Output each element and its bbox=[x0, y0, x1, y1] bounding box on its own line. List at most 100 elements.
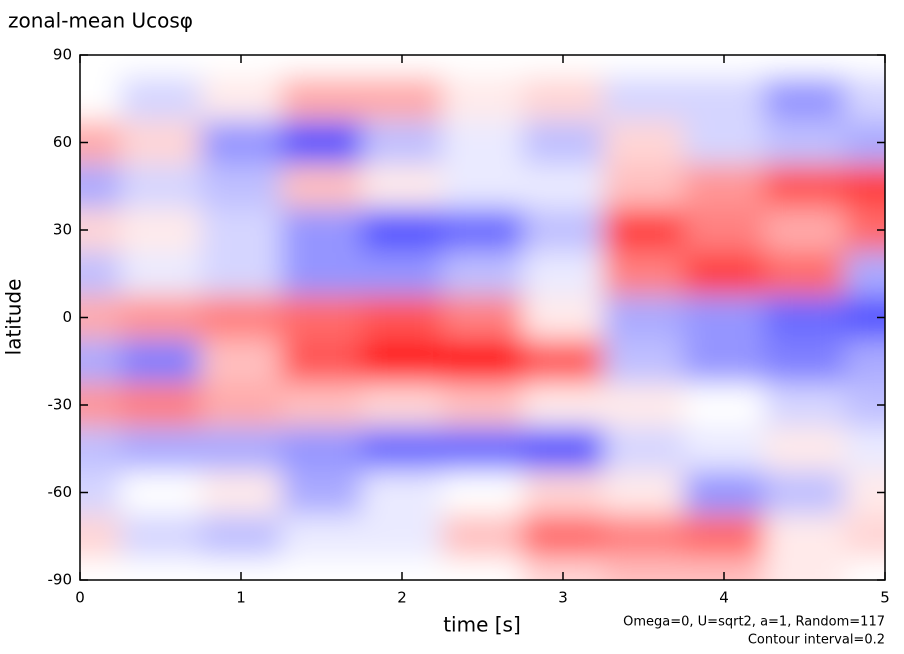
field-cell bbox=[844, 164, 885, 210]
y-tick-label: 30 bbox=[53, 221, 72, 239]
x-tick-label: 1 bbox=[236, 589, 246, 607]
field-cell bbox=[603, 470, 685, 516]
field-cell bbox=[120, 383, 202, 428]
field-cell bbox=[361, 426, 444, 472]
field-cell bbox=[120, 55, 202, 78]
field-cell bbox=[764, 55, 846, 78]
field-cell bbox=[603, 120, 685, 166]
field-cell bbox=[764, 295, 846, 341]
field-cell bbox=[764, 426, 846, 472]
field-cell bbox=[683, 120, 766, 166]
field-cell bbox=[281, 339, 363, 385]
field-cell bbox=[603, 251, 685, 297]
field-cell bbox=[442, 120, 524, 166]
field-cell bbox=[80, 514, 122, 560]
field-cell bbox=[281, 251, 363, 297]
field-cell bbox=[683, 76, 766, 122]
field-cell bbox=[683, 383, 766, 428]
field bbox=[80, 55, 885, 580]
field-cell bbox=[764, 76, 846, 122]
field-cell bbox=[683, 251, 766, 297]
field-cell bbox=[80, 426, 122, 472]
field-cell bbox=[764, 339, 846, 385]
field-cell bbox=[200, 426, 283, 472]
x-tick-label: 2 bbox=[397, 589, 407, 607]
field-cell bbox=[844, 514, 885, 560]
field-cell bbox=[200, 55, 283, 78]
field-cell bbox=[120, 76, 202, 122]
field-cell bbox=[442, 426, 524, 472]
field-cell bbox=[200, 470, 283, 516]
field-cell bbox=[764, 383, 846, 428]
field-cell bbox=[200, 558, 283, 580]
field-cell bbox=[281, 514, 363, 560]
field-cell bbox=[603, 514, 685, 560]
field-cell bbox=[683, 339, 766, 385]
field-cell bbox=[442, 339, 524, 385]
field-cell bbox=[200, 295, 283, 341]
field-cell bbox=[522, 164, 605, 210]
field-cell bbox=[844, 383, 885, 428]
field-cell bbox=[120, 120, 202, 166]
field-cell bbox=[764, 208, 846, 253]
field-cell bbox=[200, 76, 283, 122]
field-cell bbox=[844, 251, 885, 297]
field-cell bbox=[80, 251, 122, 297]
field-cell bbox=[844, 120, 885, 166]
field-cell bbox=[683, 514, 766, 560]
field-cell bbox=[603, 208, 685, 253]
y-tick-label: -60 bbox=[48, 483, 73, 501]
field-cell bbox=[80, 164, 122, 210]
field-cell bbox=[281, 470, 363, 516]
field-cell bbox=[844, 558, 885, 580]
field-cell bbox=[120, 514, 202, 560]
field-cell bbox=[522, 383, 605, 428]
field-cell bbox=[361, 339, 444, 385]
field-cell bbox=[120, 558, 202, 580]
field-cell bbox=[522, 295, 605, 341]
field-cell bbox=[764, 164, 846, 210]
annotation: Omega=0, U=sqrt2, a=1, Random=117 bbox=[623, 615, 885, 630]
x-tick-label: 0 bbox=[75, 589, 85, 607]
field-cell bbox=[120, 251, 202, 297]
field-cell bbox=[361, 383, 444, 428]
y-tick-label: 90 bbox=[53, 46, 72, 64]
x-tick-label: 4 bbox=[719, 589, 729, 607]
field-cell bbox=[603, 339, 685, 385]
field-cell bbox=[603, 383, 685, 428]
field-cell bbox=[120, 208, 202, 253]
field-cell bbox=[281, 76, 363, 122]
field-cell bbox=[281, 426, 363, 472]
field-cell bbox=[442, 383, 524, 428]
field-cell bbox=[361, 164, 444, 210]
field-cell bbox=[683, 164, 766, 210]
field-cell bbox=[683, 55, 766, 78]
field-cell bbox=[361, 470, 444, 516]
field-cell bbox=[442, 558, 524, 580]
field-cell bbox=[522, 514, 605, 560]
field-cell bbox=[200, 251, 283, 297]
field-cell bbox=[281, 208, 363, 253]
field-cell bbox=[603, 295, 685, 341]
field-cell bbox=[281, 383, 363, 428]
field-cell bbox=[281, 120, 363, 166]
field-cell bbox=[281, 55, 363, 78]
field-cell bbox=[603, 55, 685, 78]
field-cell bbox=[844, 470, 885, 516]
field-cell bbox=[200, 208, 283, 253]
field-cell bbox=[764, 514, 846, 560]
field-cell bbox=[442, 55, 524, 78]
field-cell bbox=[844, 339, 885, 385]
field-cell bbox=[522, 558, 605, 580]
field-cell bbox=[281, 164, 363, 210]
field-cell bbox=[764, 251, 846, 297]
field-cell bbox=[361, 55, 444, 78]
field-cell bbox=[683, 426, 766, 472]
field-cell bbox=[361, 120, 444, 166]
x-tick-label: 5 bbox=[880, 589, 890, 607]
field-cell bbox=[200, 383, 283, 428]
field-cell bbox=[603, 164, 685, 210]
field-cell bbox=[200, 514, 283, 560]
field-cell bbox=[120, 295, 202, 341]
